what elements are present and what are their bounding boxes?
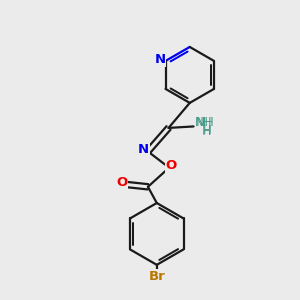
Text: N: N xyxy=(138,143,149,156)
Text: NH: NH xyxy=(195,116,214,129)
Text: H: H xyxy=(202,125,211,138)
Text: NH: NH xyxy=(195,116,212,129)
Text: O: O xyxy=(116,176,128,189)
Text: H: H xyxy=(202,124,211,137)
Text: N: N xyxy=(155,53,166,66)
Text: O: O xyxy=(166,159,177,172)
Text: Br: Br xyxy=(148,269,165,283)
